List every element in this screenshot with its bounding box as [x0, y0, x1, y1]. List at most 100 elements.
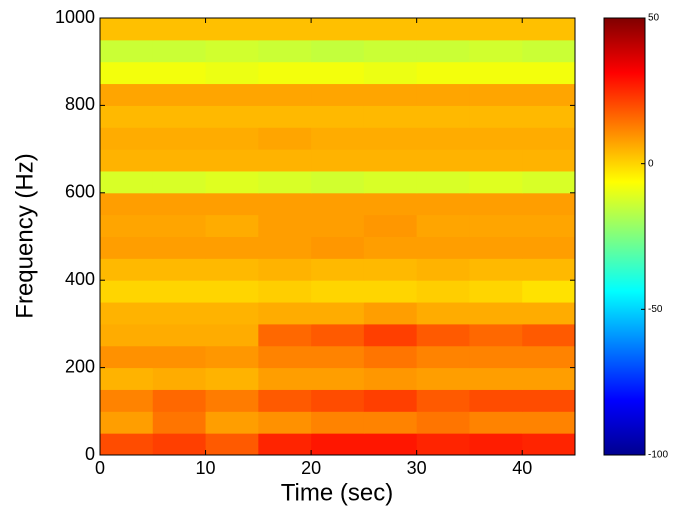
heatmap-cell — [522, 83, 576, 106]
heatmap-cell — [311, 127, 365, 150]
heatmap-cell — [152, 18, 207, 41]
heatmap-cell — [522, 433, 576, 456]
heatmap-cell — [258, 389, 312, 412]
heatmap-cell — [152, 127, 207, 150]
heatmap-cell — [205, 149, 259, 172]
heatmap-cell — [258, 433, 312, 456]
heatmap-cell — [258, 127, 312, 150]
heatmap-cell — [363, 105, 418, 128]
heatmap-cell — [205, 280, 259, 303]
heatmap-cell — [100, 367, 154, 390]
heatmap-cell — [522, 192, 576, 216]
y-tick-label: 400 — [65, 269, 95, 289]
heatmap-cell — [205, 302, 259, 325]
heatmap-cell — [311, 302, 365, 325]
heatmap-cell — [416, 236, 470, 259]
y-tick-label: 200 — [65, 356, 95, 376]
heatmap-cell — [152, 149, 207, 172]
heatmap-cell — [522, 367, 576, 390]
heatmap-cell — [152, 192, 207, 216]
heatmap-cell — [311, 170, 365, 194]
heatmap-cell — [416, 411, 470, 434]
heatmap-cell — [311, 280, 365, 303]
heatmap-cell — [152, 411, 207, 434]
heatmap-cell — [152, 105, 207, 128]
plot-frame — [99, 17, 576, 456]
heatmap-cell — [363, 258, 418, 281]
heatmap-cell — [205, 61, 259, 85]
heatmap-cell — [100, 345, 154, 369]
heatmap-cell — [152, 258, 207, 281]
heatmap-cell — [363, 433, 418, 456]
heatmap-cell — [416, 323, 470, 347]
y-axis-label: Frequency (Hz) — [11, 153, 38, 318]
heatmap-cell — [205, 389, 259, 412]
heatmap-cell — [311, 192, 365, 216]
heatmap-cell — [363, 18, 418, 41]
heatmap-cell — [258, 105, 312, 128]
heatmap-cell — [416, 149, 470, 172]
heatmap-cell — [469, 127, 523, 150]
heatmap-cell — [311, 39, 365, 63]
heatmap-cell — [258, 61, 312, 85]
heatmap-cell — [311, 236, 365, 259]
heatmap-cell — [469, 192, 523, 216]
heatmap-cell — [311, 389, 365, 412]
heatmap-cell — [258, 258, 312, 281]
heatmap-cell — [469, 389, 523, 412]
heatmap-cell — [205, 411, 259, 434]
y-tick-label: 1000 — [55, 7, 95, 27]
heatmap-cell — [152, 83, 207, 106]
heatmap-cell — [258, 18, 312, 41]
heatmap-cell — [152, 280, 207, 303]
heatmap-cell — [311, 258, 365, 281]
heatmap-cell — [205, 345, 259, 369]
heatmap-cell — [469, 39, 523, 63]
heatmap-cell — [258, 367, 312, 390]
heatmap-cell — [311, 105, 365, 128]
heatmap-cell — [363, 61, 418, 85]
heatmap-cell — [100, 127, 154, 150]
heatmap-cell — [416, 389, 470, 412]
x-tick-label: 0 — [95, 458, 105, 478]
heatmap-cell — [363, 302, 418, 325]
heatmap-cell — [152, 302, 207, 325]
heatmap-cell — [258, 83, 312, 106]
heatmap-cell — [100, 18, 154, 41]
heatmap-cell — [258, 411, 312, 434]
heatmap-cell — [522, 280, 576, 303]
heatmap-cell — [100, 192, 154, 216]
y-tick-label: 0 — [85, 444, 95, 464]
heatmap-cell — [469, 236, 523, 259]
heatmap-cell — [258, 345, 312, 369]
heatmap-cell — [205, 83, 259, 106]
heatmap-cell — [469, 214, 523, 237]
heatmap-cell — [363, 39, 418, 63]
heatmap-cell — [416, 105, 470, 128]
heatmap-cell — [311, 149, 365, 172]
heatmap-cell — [205, 127, 259, 150]
heatmap-cell — [258, 236, 312, 259]
heatmap-cell — [100, 105, 154, 128]
heatmap-cell — [152, 39, 207, 63]
heatmap-cell — [205, 39, 259, 63]
heatmap-cell — [258, 170, 312, 194]
heatmap-cell — [416, 170, 470, 194]
x-tick-label: 10 — [196, 458, 216, 478]
heatmap-cell — [311, 214, 365, 237]
heatmap-cell — [469, 83, 523, 106]
heatmap-cell — [100, 149, 154, 172]
heatmap-cell — [522, 170, 576, 194]
heatmap-cell — [416, 433, 470, 456]
heatmap-cell — [363, 192, 418, 216]
heatmap-cell — [416, 280, 470, 303]
colorbar-tick-label: -100 — [648, 450, 668, 461]
heatmap-cell — [469, 280, 523, 303]
heatmap-cell — [363, 170, 418, 194]
heatmap-cell — [416, 192, 470, 216]
heatmap-cell — [205, 18, 259, 41]
heatmap-cell — [469, 61, 523, 85]
colorbar-tick-label: 50 — [648, 13, 660, 24]
heatmap-cell — [100, 323, 154, 347]
heatmap-cell — [469, 170, 523, 194]
